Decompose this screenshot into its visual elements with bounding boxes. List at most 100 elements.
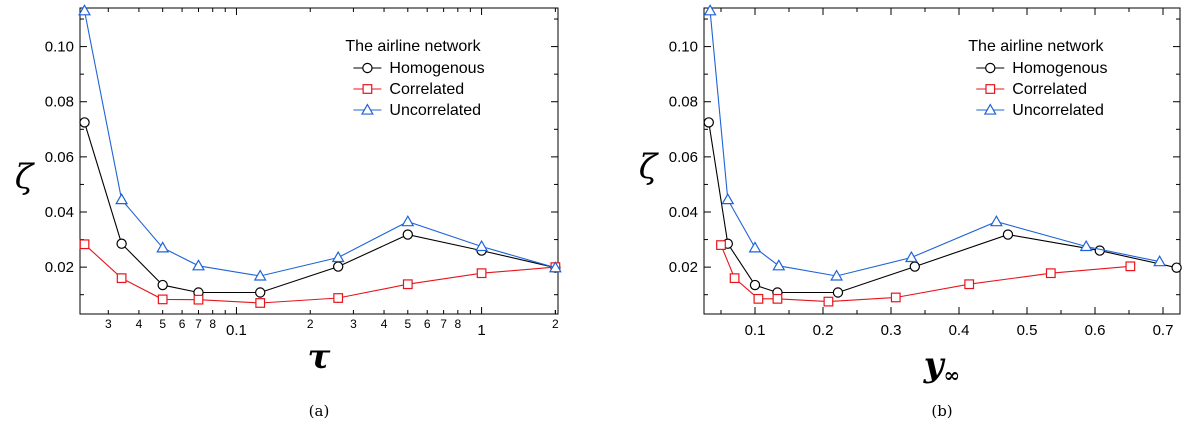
data-point — [1171, 262, 1182, 273]
legend-entry: Uncorrelated — [389, 102, 481, 119]
x-tick-label: 5 — [404, 317, 411, 331]
series-homogenous — [79, 117, 561, 298]
legend-marker — [985, 84, 996, 94]
x-tick-label: 8 — [454, 317, 461, 331]
data-point — [721, 192, 735, 205]
data-point — [749, 279, 761, 291]
data-point — [157, 279, 168, 291]
x-tick-label: 2 — [552, 317, 559, 331]
data-point — [116, 273, 127, 284]
data-point — [832, 287, 844, 298]
data-point — [78, 4, 91, 16]
legend: The airline network Homogenous Correlated U… — [345, 38, 484, 119]
data-point — [729, 273, 740, 284]
data-point — [716, 240, 726, 250]
legend-marker — [362, 62, 373, 74]
y-axis-label: ζ — [15, 157, 36, 197]
plot-frame — [703, 7, 1181, 315]
data-point — [475, 239, 489, 252]
data-point — [192, 259, 205, 271]
legend-entry: Correlated — [389, 81, 464, 98]
data-point — [79, 239, 90, 250]
x-tick-label: 2 — [307, 317, 314, 331]
chart-panel-a: 0.020.040.060.080.103 4 5 6 7 8 0.1 2 3 4 5 6 7 8 1 2Th… — [15, 4, 562, 420]
y-tick-label: 0.10 — [45, 39, 74, 56]
data-point — [1094, 245, 1105, 256]
y-tick-label: 0.02 — [669, 259, 698, 276]
data-point — [753, 293, 764, 304]
legend-marker — [985, 62, 996, 74]
data-point — [115, 192, 129, 205]
data-point — [1045, 268, 1056, 279]
series-line — [83, 122, 556, 294]
x-axis-label: y∞ — [923, 345, 960, 387]
legend-entry: Uncorrelated — [1012, 102, 1104, 119]
data-point — [772, 259, 786, 271]
x-tick-label: 7 — [195, 317, 202, 331]
data-point — [703, 4, 717, 16]
data-point — [989, 215, 1003, 227]
y-tick-label: 0.02 — [45, 259, 74, 276]
data-point — [748, 241, 762, 253]
data-point — [909, 261, 921, 272]
data-point — [1002, 229, 1014, 240]
x-tick-label: 0.4 — [949, 322, 970, 339]
data-point — [255, 298, 266, 308]
data-point — [476, 268, 487, 279]
panel-caption: (b) — [931, 402, 952, 420]
data-point — [904, 250, 918, 263]
chart-panel-b: 0.02 0.04 0.06 0.08 0.10 0.1 0.2 0.3 0.4 0.5 0.6 0.… — [639, 4, 1182, 420]
y-tick-label: 0.10 — [669, 39, 698, 56]
y-tick-label: 0.04 — [669, 204, 698, 221]
x-tick-label: 4 — [136, 317, 143, 331]
legend-title: The airline network — [345, 38, 481, 55]
x-tick-label: 0.6 — [1085, 322, 1106, 339]
data-point — [703, 117, 714, 128]
series-correlated — [79, 239, 561, 308]
x-tick-label: 3 — [105, 317, 112, 331]
data-point — [333, 293, 344, 303]
data-point — [823, 296, 834, 307]
data-point — [548, 261, 562, 273]
x-tick-label: 0.1 — [226, 322, 247, 339]
x-tick-label: 0.5 — [1017, 322, 1038, 339]
data-point — [157, 294, 168, 305]
legend: The airline network Homogenous Correlated U… — [968, 38, 1107, 119]
legend-title: The airline network — [968, 38, 1104, 55]
data-point — [1079, 239, 1093, 252]
x-tick-label: 0.7 — [1153, 322, 1174, 339]
x-tick-label: 7 — [440, 317, 447, 331]
data-point — [255, 287, 266, 298]
x-tick-label: 5 — [159, 317, 166, 331]
x-tick-label: 0.2 — [813, 322, 834, 339]
x-tick-label: 0.3 — [881, 322, 902, 339]
y-tick-label: 0.08 — [669, 94, 698, 111]
series-line — [83, 10, 556, 277]
y-tick-label: 0.06 — [45, 149, 74, 166]
y-axis-label: ζ — [639, 147, 660, 187]
data-point — [332, 261, 344, 272]
data-point — [331, 250, 345, 263]
data-point — [193, 294, 204, 305]
data-point — [964, 279, 975, 290]
data-point — [402, 229, 413, 240]
data-point — [830, 269, 844, 281]
y-tick-label: 0.08 — [45, 94, 74, 111]
series-correlated — [716, 240, 1136, 307]
y-tick-label: 0.04 — [45, 204, 74, 221]
x-tick-label: 6 — [424, 317, 431, 331]
series-uncorrelated — [703, 4, 1167, 281]
series-homogenous — [703, 117, 1182, 298]
x-tick-label: 6 — [179, 317, 186, 331]
x-tick-label: 8 — [209, 317, 216, 331]
data-point — [156, 241, 170, 253]
legend-marker — [360, 103, 374, 115]
data-point — [116, 238, 127, 249]
x-tick-label: 0.1 — [745, 322, 766, 339]
data-point — [401, 215, 415, 227]
legend-entry: Homogenous — [1012, 60, 1107, 77]
legend-entry: Homogenous — [389, 60, 484, 77]
x-axis-label: τ — [308, 337, 331, 377]
data-point — [1153, 255, 1167, 267]
